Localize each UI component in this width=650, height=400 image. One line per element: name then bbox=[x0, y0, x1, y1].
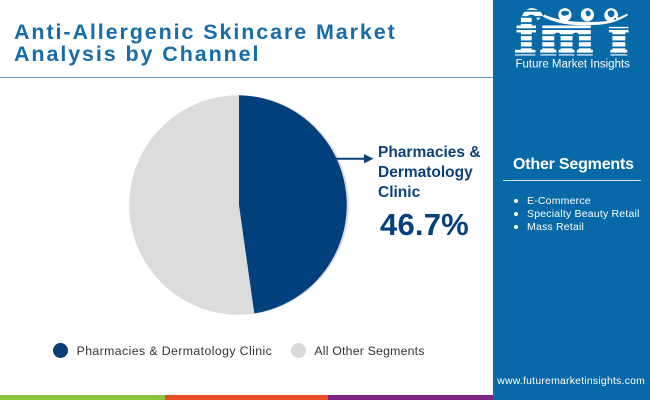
svg-text:Future Market Insights: Future Market Insights bbox=[516, 59, 631, 71]
